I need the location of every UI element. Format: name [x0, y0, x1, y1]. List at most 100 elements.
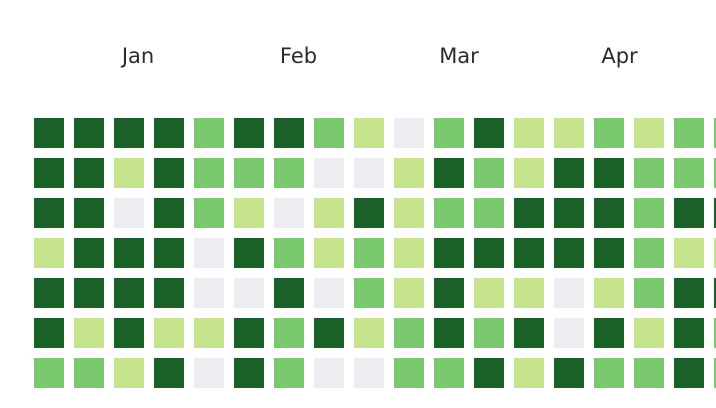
day-cell — [514, 238, 544, 268]
day-cell — [394, 118, 424, 148]
day-cell — [514, 198, 544, 228]
day-cell — [154, 238, 184, 268]
day-cell — [554, 118, 584, 148]
day-cell — [34, 238, 64, 268]
day-cell — [674, 198, 704, 228]
day-cell — [34, 278, 64, 308]
day-cell — [674, 158, 704, 188]
month-label: Mar — [439, 44, 479, 68]
day-cell — [594, 358, 624, 388]
day-cell — [394, 198, 424, 228]
day-cell — [634, 278, 664, 308]
day-cell — [274, 158, 304, 188]
day-cell — [474, 158, 504, 188]
day-cell — [434, 238, 464, 268]
day-cell — [234, 238, 264, 268]
day-cell — [554, 158, 584, 188]
day-cell — [474, 198, 504, 228]
day-cell — [674, 278, 704, 308]
day-cell — [714, 238, 716, 268]
day-cell — [234, 158, 264, 188]
day-cell — [154, 198, 184, 228]
day-cell — [194, 358, 224, 388]
day-cell — [514, 278, 544, 308]
day-cell — [514, 118, 544, 148]
day-cell — [234, 278, 264, 308]
day-cell — [634, 358, 664, 388]
day-cell — [634, 238, 664, 268]
day-cell — [714, 198, 716, 228]
day-cell — [114, 318, 144, 348]
day-cell — [674, 318, 704, 348]
day-cell — [194, 198, 224, 228]
day-cell — [194, 318, 224, 348]
day-cell — [594, 118, 624, 148]
day-cell — [154, 158, 184, 188]
day-cell — [74, 238, 104, 268]
day-cell — [74, 358, 104, 388]
day-cell — [74, 278, 104, 308]
day-cell — [194, 238, 224, 268]
day-cell — [114, 158, 144, 188]
day-cell — [634, 198, 664, 228]
day-cell — [634, 318, 664, 348]
day-cell — [314, 278, 344, 308]
day-cell — [354, 158, 384, 188]
day-cell — [34, 158, 64, 188]
day-cell — [514, 358, 544, 388]
day-cell — [194, 278, 224, 308]
day-cell — [714, 318, 716, 348]
day-cell — [674, 358, 704, 388]
day-cell — [474, 358, 504, 388]
day-cell — [554, 278, 584, 308]
day-cell — [434, 318, 464, 348]
day-cell — [114, 198, 144, 228]
day-cell — [234, 358, 264, 388]
day-cell — [554, 198, 584, 228]
day-cell — [74, 318, 104, 348]
day-cell — [354, 278, 384, 308]
day-cell — [154, 358, 184, 388]
day-cell — [114, 358, 144, 388]
day-cell — [714, 158, 716, 188]
month-label: Feb — [280, 44, 317, 68]
day-cell — [434, 118, 464, 148]
day-cell — [514, 158, 544, 188]
day-cell — [34, 118, 64, 148]
day-cell — [434, 278, 464, 308]
day-cell — [354, 238, 384, 268]
day-cell — [234, 118, 264, 148]
day-cell — [114, 278, 144, 308]
day-cell — [314, 158, 344, 188]
day-cell — [594, 278, 624, 308]
day-cell — [234, 198, 264, 228]
day-cell — [554, 318, 584, 348]
day-cell — [354, 118, 384, 148]
day-cell — [274, 118, 304, 148]
day-cell — [714, 118, 716, 148]
day-cell — [674, 118, 704, 148]
day-cell — [634, 158, 664, 188]
day-cell — [314, 238, 344, 268]
day-cell — [394, 158, 424, 188]
day-cell — [594, 198, 624, 228]
day-cell — [154, 278, 184, 308]
day-cell — [74, 198, 104, 228]
day-cell — [674, 238, 704, 268]
day-cell — [714, 278, 716, 308]
day-cell — [394, 278, 424, 308]
day-cell — [474, 278, 504, 308]
day-cell — [194, 158, 224, 188]
month-label: Apr — [601, 44, 638, 68]
day-cell — [314, 358, 344, 388]
day-cell — [154, 318, 184, 348]
day-cell — [594, 238, 624, 268]
day-cell — [354, 318, 384, 348]
day-cell — [234, 318, 264, 348]
day-cell — [434, 198, 464, 228]
day-cell — [314, 118, 344, 148]
day-cell — [74, 118, 104, 148]
day-cell — [594, 158, 624, 188]
day-cell — [274, 198, 304, 228]
